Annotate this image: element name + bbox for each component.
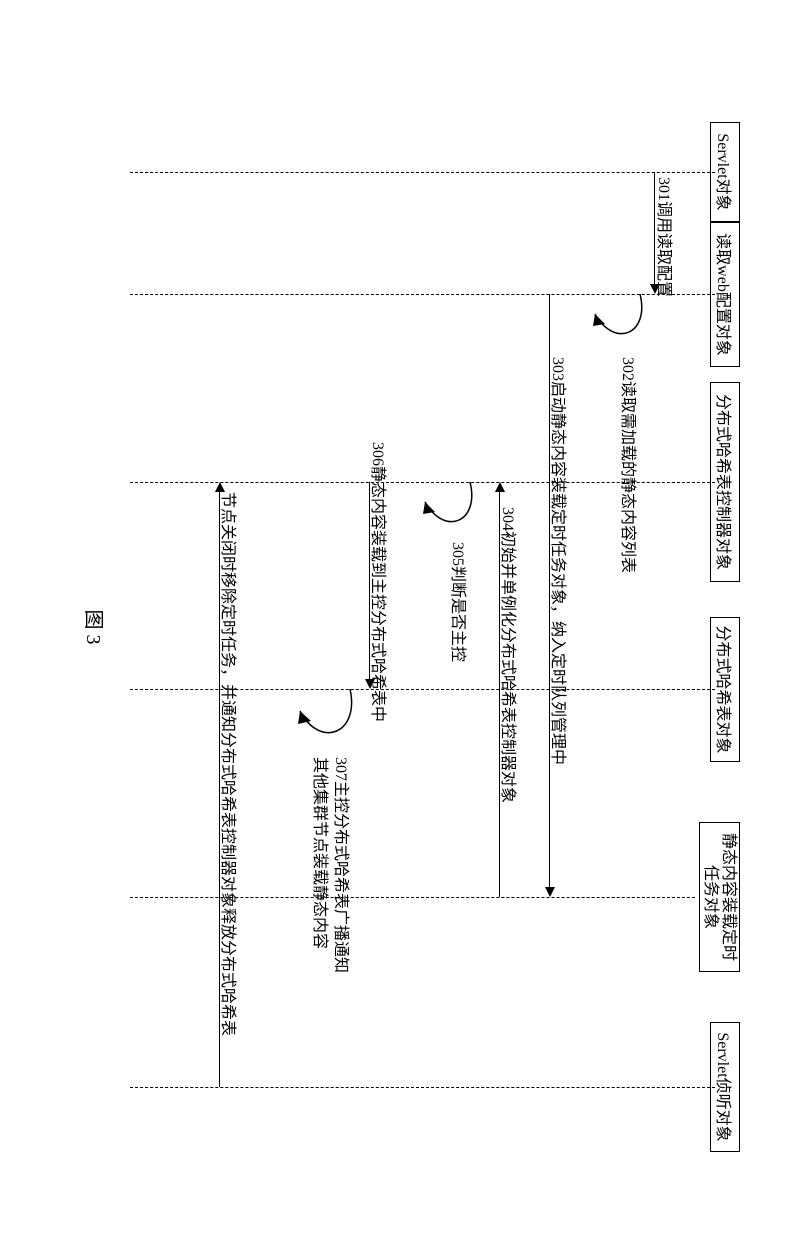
figure-caption: 图 3 (81, 609, 110, 644)
arrow-head-icon (365, 679, 375, 689)
participant-label: Servlet侦听对象 (714, 1032, 731, 1141)
sequence-diagram: Servlet对象 读取web配置对象 分布式哈希表控制器对象 分布式哈希表对象… (50, 77, 750, 1177)
msg-307-label: 307主控分布式哈希表广播通知其他集群节点装载静态内容 (308, 757, 350, 987)
msg-305-loop (415, 482, 475, 542)
lifeline (130, 172, 715, 173)
msg-305-label: 305判断是否主控 (448, 542, 472, 662)
msg-306-arrow (369, 482, 370, 679)
msg-304-arrow (499, 492, 500, 897)
msg-301-label: 301调用读取配置 (654, 177, 678, 297)
participant-label: Servlet对象 (714, 133, 731, 210)
arrow-head-icon (545, 887, 555, 897)
participant-label: 静态内容装载定时任务对象 (702, 832, 737, 960)
lifeline (130, 1087, 715, 1088)
msg-307-loop (290, 689, 355, 754)
msg-303-arrow (549, 294, 550, 887)
participant-label: 读取web配置对象 (714, 233, 731, 356)
participant-label: 分布式哈希表对象 (714, 625, 731, 753)
arrow-head-icon (215, 482, 225, 492)
msg-308-arrow (219, 492, 220, 1087)
msg-308-label: 节点关闭时移除定时任务，并通知分布式哈希表控制器对象释放分布式哈希表 (218, 492, 242, 1036)
lifeline (130, 897, 695, 898)
arrow-head-icon (650, 284, 660, 294)
msg-302-loop (585, 294, 645, 354)
msg-301-arrow (654, 172, 655, 284)
participant-timer-task: 静态内容装载定时任务对象 (699, 822, 740, 972)
msg-302-label: 302读取需加载的静态内容列表 (618, 357, 642, 573)
msg-304-label: 304初始并单例化分布式哈希表控制器对象 (498, 507, 522, 803)
arrow-head-icon (495, 482, 505, 492)
msg-303-label: 303启动静态内容装载定时任务对象，纳入定时队列管理中 (548, 357, 572, 765)
participant-label: 分布式哈希表控制器对象 (714, 393, 731, 569)
